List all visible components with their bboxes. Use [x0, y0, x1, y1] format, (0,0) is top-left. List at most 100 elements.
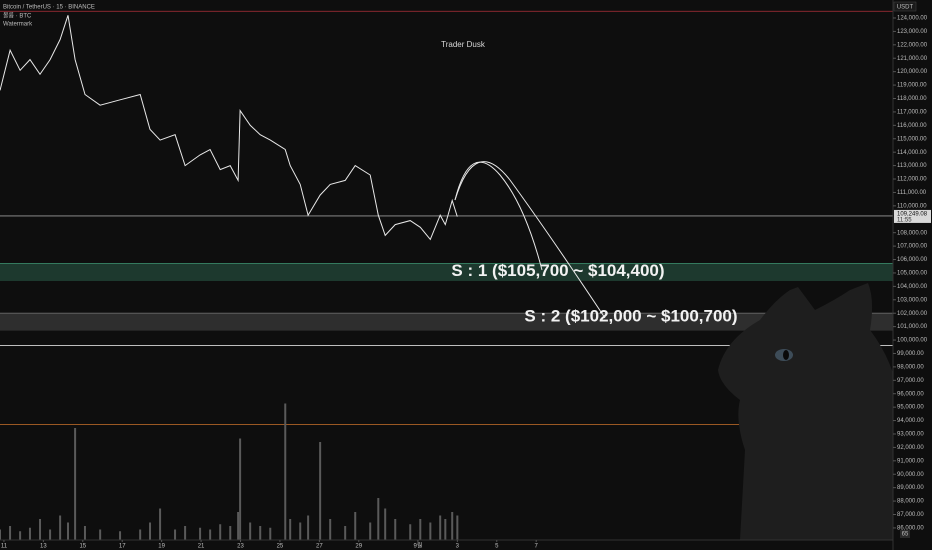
volume-bar	[319, 442, 322, 540]
volume-bar	[329, 519, 332, 540]
y-tick-label: 116,000.00	[897, 123, 927, 129]
y-tick-label: 96,000.00	[897, 391, 924, 397]
volume-bar	[67, 522, 70, 540]
zone-label: S : 1 ($105,700 ~ $104,400)	[451, 261, 664, 280]
volume-bar	[239, 438, 242, 540]
last-price-label: 109,249.08	[897, 212, 928, 218]
volume-bar	[9, 526, 12, 540]
x-tick-label: 15	[79, 544, 86, 550]
volume-label: 65	[902, 532, 909, 538]
volume-bar	[409, 524, 412, 540]
y-tick-label: 105,000.00	[897, 271, 928, 277]
y-tick-label: 114,000.00	[897, 150, 927, 156]
volume-bar	[19, 531, 22, 540]
volume-bar	[369, 522, 372, 540]
projection-curve	[454, 161, 606, 319]
y-tick-label: 106,000.00	[897, 257, 928, 263]
y-tick-label: 111,000.00	[897, 190, 927, 196]
zone-label: S : 2 ($102,000 ~ $100,700)	[524, 306, 737, 325]
y-tick-label: 87,000.00	[897, 512, 924, 518]
x-tick-label: 7	[535, 544, 539, 550]
volume-bar	[377, 498, 380, 540]
x-tick-label: 19	[158, 544, 165, 550]
y-tick-label: 120,000.00	[897, 69, 928, 75]
volume-bar	[259, 526, 262, 540]
y-tick-label: 97,000.00	[897, 378, 924, 384]
y-tick-label: 115,000.00	[897, 136, 927, 142]
volume-bar	[229, 526, 232, 540]
y-tick-label: 124,000.00	[897, 16, 928, 22]
last-price-box	[894, 209, 931, 223]
y-tick-label: 102,000.00	[897, 311, 928, 317]
volume-bar	[59, 515, 62, 540]
y-tick-label: 89,000.00	[897, 485, 924, 491]
volume-bar	[199, 527, 202, 540]
y-tick-label: 93,000.00	[897, 432, 924, 438]
y-tick-label: 103,000.00	[897, 297, 928, 303]
volume-bar	[139, 529, 142, 540]
volume-bar	[344, 526, 347, 540]
volume-bar	[269, 527, 272, 540]
x-tick-label: 23	[237, 544, 244, 550]
volume-bar	[384, 508, 387, 540]
x-tick-label: 27	[316, 544, 323, 550]
y-tick-label: 113,000.00	[897, 163, 927, 169]
volume-bar	[237, 512, 240, 540]
y-tick-label: 117,000.00	[897, 109, 927, 115]
y-tick-label: 110,000.00	[897, 203, 927, 209]
volume-bar	[307, 515, 310, 540]
x-tick-label: 17	[119, 544, 126, 550]
y-tick-label: 98,000.00	[897, 364, 924, 370]
cat-image	[718, 283, 900, 540]
watermark: Trader Dusk	[441, 40, 486, 49]
volume-bar	[284, 403, 287, 540]
x-tick-label: 25	[277, 544, 284, 550]
volume-bar	[354, 512, 357, 540]
price-layer	[0, 15, 458, 241]
currency: USDT	[897, 5, 914, 11]
x-tick-label: 13	[40, 544, 47, 550]
volume-bar	[439, 515, 442, 540]
volume-bar	[39, 519, 42, 540]
volume-layer	[0, 403, 459, 540]
volume-bar	[289, 519, 292, 540]
volume-bar	[456, 515, 459, 540]
y-tick-label: 92,000.00	[897, 445, 924, 451]
projection-curve	[454, 161, 543, 271]
y-tick-label: 107,000.00	[897, 244, 928, 250]
y-tick-label: 112,000.00	[897, 177, 927, 183]
x-tick-label: 21	[198, 544, 205, 550]
countdown: 11:55	[897, 218, 912, 224]
x-tick-label: 11	[1, 544, 8, 550]
x-tick-label: 5	[495, 544, 499, 550]
support-zone	[0, 263, 893, 282]
y-tick-label: 108,000.00	[897, 230, 928, 236]
y-tick-label: 121,000.00	[897, 56, 928, 62]
y-tick-label: 118,000.00	[897, 96, 927, 102]
price-axis	[893, 0, 932, 550]
y-tick-label: 100,000.00	[897, 338, 928, 344]
y-tick-label: 90,000.00	[897, 472, 924, 478]
volume-bar	[419, 519, 422, 540]
volume-bar	[28, 527, 31, 540]
volume-bar	[394, 519, 397, 540]
x-tick-label: 3	[456, 544, 460, 550]
volume-bar	[159, 508, 162, 540]
zone-layer	[0, 263, 893, 331]
x-tick-label: 9월	[413, 542, 422, 550]
volume-bar	[49, 529, 52, 540]
y-tick-label: 104,000.00	[897, 284, 928, 290]
volume-bar	[444, 519, 447, 540]
y-tick-label: 94,000.00	[897, 418, 924, 424]
y-tick-label: 91,000.00	[897, 458, 924, 464]
volume-bar	[149, 522, 152, 540]
indicator-title: Watermark	[3, 22, 33, 28]
y-tick-label: 99,000.00	[897, 351, 924, 357]
volume-bar	[0, 529, 1, 540]
volume-bar	[99, 529, 102, 540]
volume-bar	[83, 526, 86, 540]
y-tick-label: 101,000.00	[897, 324, 928, 330]
y-tick-label: 88,000.00	[897, 499, 924, 505]
y-tick-label: 122,000.00	[897, 42, 928, 48]
volume-bar	[219, 524, 222, 540]
